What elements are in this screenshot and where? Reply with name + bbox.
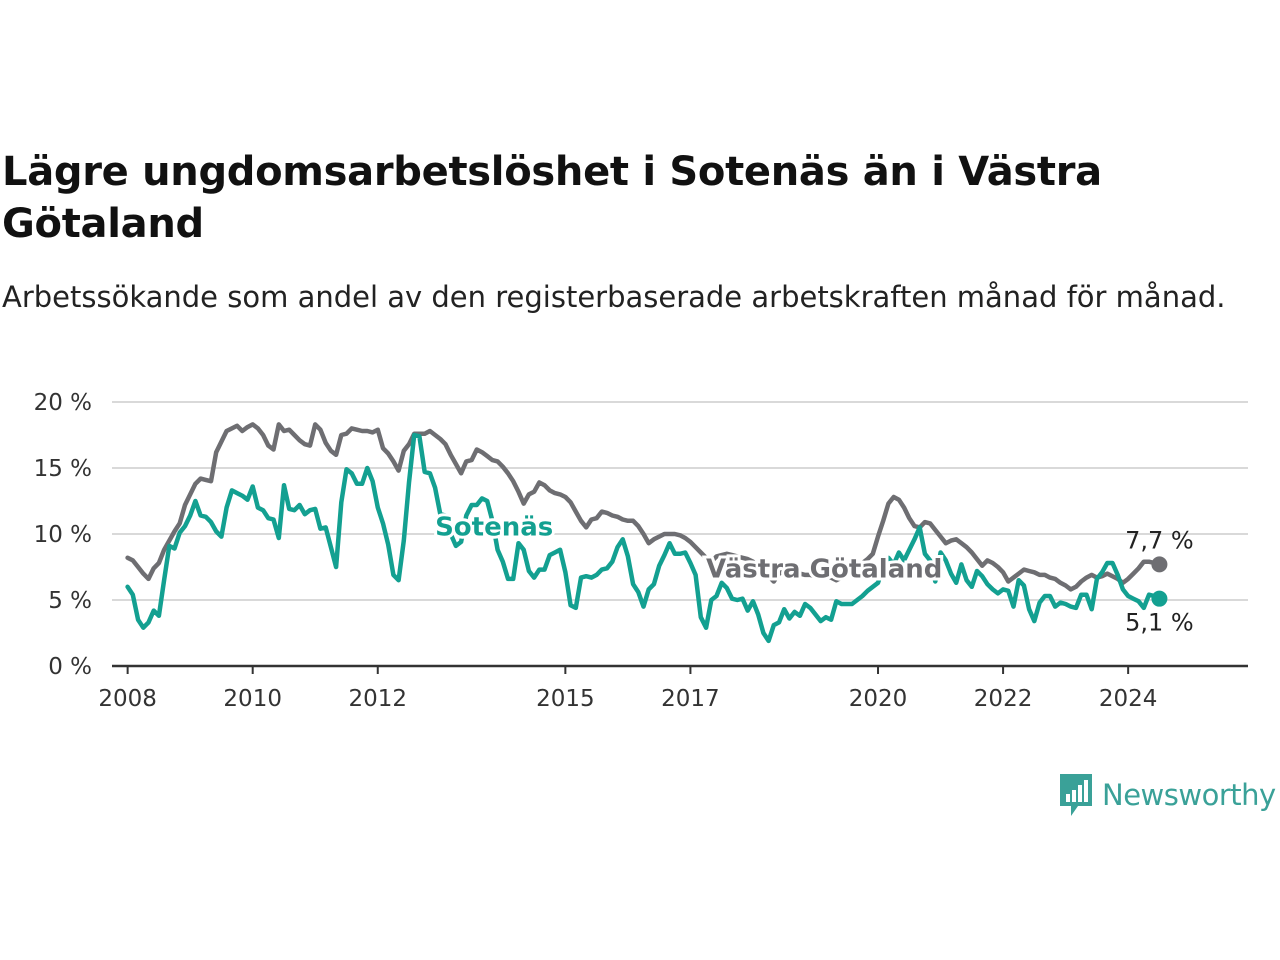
newsworthy-logo: Newsworthy bbox=[1058, 772, 1276, 818]
series-lines bbox=[125, 422, 1168, 644]
x-axis-ticks: 2008 2010 2012 2015 2017 2020 2022 2024 bbox=[98, 666, 1157, 712]
y-tick-label: 5 % bbox=[48, 588, 92, 614]
x-tick-label: 2010 bbox=[223, 686, 282, 712]
grid-lines bbox=[112, 401, 1248, 668]
y-tick-label: 20 % bbox=[34, 390, 92, 416]
newsworthy-logo-icon bbox=[1060, 774, 1092, 816]
end-value-label-vastra-gotaland: 7,7 % bbox=[1125, 526, 1194, 554]
y-tick-label: 15 % bbox=[34, 456, 92, 482]
x-tick-label: 2017 bbox=[661, 686, 720, 712]
x-tick-label: 2008 bbox=[98, 686, 157, 712]
y-axis-ticks: 0 % 5 % 10 % 15 % 20 % bbox=[34, 390, 92, 680]
series-labels: Sotenäs Västra Götaland 7,7 % 5,1 % bbox=[432, 509, 1194, 637]
x-tick-label: 2024 bbox=[1099, 686, 1158, 712]
end-value-label-sotenas: 5,1 % bbox=[1125, 609, 1194, 637]
x-tick-label: 2022 bbox=[974, 686, 1033, 712]
series-label-vastra-gotaland: Västra Götaland bbox=[706, 555, 942, 585]
x-tick-label: 2020 bbox=[849, 686, 908, 712]
x-tick-label: 2015 bbox=[536, 686, 595, 712]
series-line-soten-s bbox=[125, 432, 1162, 644]
chart-title: Lägre ungdomsarbetslöshet i Sotenäs än i… bbox=[2, 149, 1102, 247]
y-tick-label: 10 % bbox=[34, 522, 92, 548]
x-tick-label: 2012 bbox=[348, 686, 407, 712]
newsworthy-wordmark: Newsworthy bbox=[1102, 778, 1276, 812]
y-tick-label: 0 % bbox=[48, 654, 92, 680]
series-line-v-stra-g-taland bbox=[125, 422, 1162, 592]
end-point-soten-s bbox=[1151, 590, 1168, 607]
line-chart: 0 %5 %10 %15 %20 % 2008 2010 2012 2015 2017 2… bbox=[34, 390, 1248, 712]
series-label-sotenas: Sotenäs bbox=[435, 512, 553, 542]
end-point-v-stra-g-taland bbox=[1151, 556, 1168, 573]
chart-subtitle: Arbetssökande som andel av den registerb… bbox=[2, 280, 1226, 314]
